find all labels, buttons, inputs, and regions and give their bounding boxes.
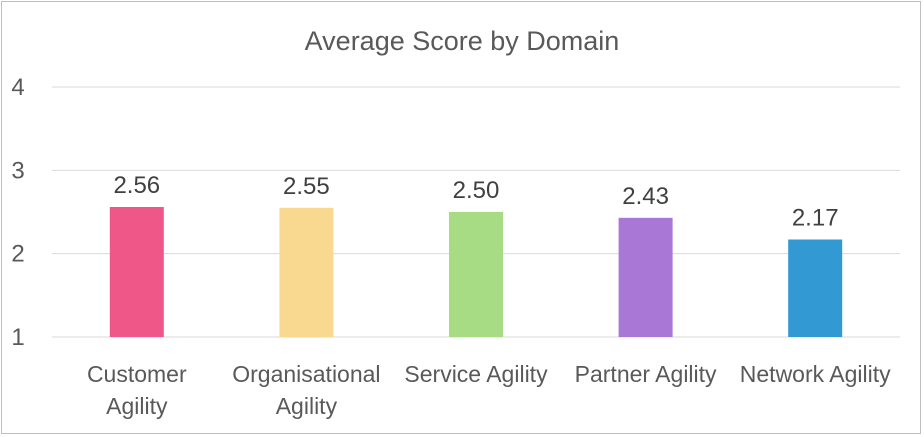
bar: [618, 217, 673, 337]
data-label: 2.56: [113, 172, 160, 199]
data-label: 2.55: [283, 173, 330, 200]
chart-title: Average Score by Domain: [305, 26, 620, 56]
data-label: 2.50: [453, 177, 500, 204]
y-tick-label: 3: [11, 157, 24, 184]
data-label: 2.43: [622, 183, 669, 210]
bar: [109, 207, 164, 337]
x-tick-label: Partner Agility: [575, 361, 717, 387]
x-tick-label: Customer Agility: [87, 361, 187, 419]
x-tick-label: Network Agility: [740, 361, 891, 387]
bar: [449, 212, 503, 337]
x-tick-label: Organisational Agility: [232, 361, 380, 419]
data-labels: 2.56 2.55 2.50 2.43 2.17: [113, 172, 838, 232]
y-tick-label: 2: [11, 241, 24, 268]
bar: [279, 207, 334, 337]
y-axis-ticks: 1 2 3 4: [11, 74, 24, 351]
y-tick-label: 4: [11, 74, 24, 101]
x-tick-label: Service Agility: [404, 361, 548, 387]
x-axis-labels: Customer Agility Organisational Agility Serv…: [87, 361, 891, 419]
y-tick-label: 1: [11, 324, 24, 351]
bars: [109, 207, 843, 337]
data-label: 2.17: [792, 205, 839, 232]
bar: [788, 239, 843, 337]
